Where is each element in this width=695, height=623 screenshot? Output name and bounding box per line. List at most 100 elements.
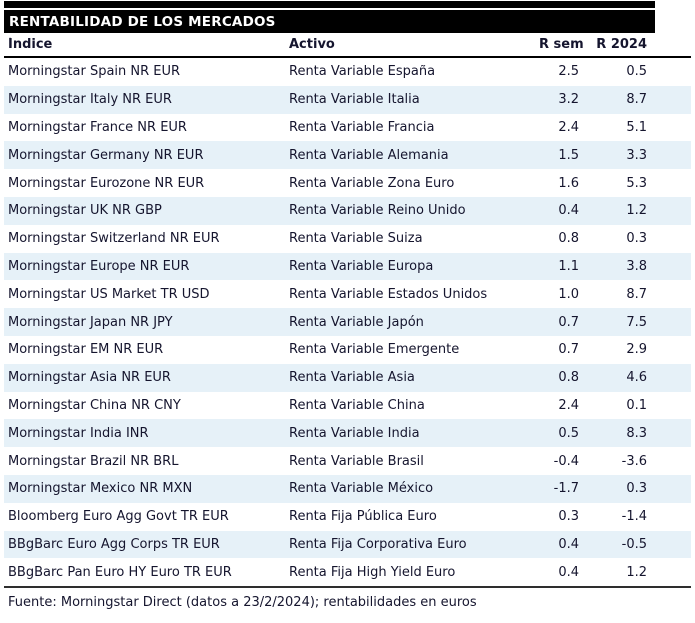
cell-r-2024: 8.3 <box>626 425 647 441</box>
cell-r-2024: 0.1 <box>626 397 647 413</box>
cell-r-sem: -1.7 <box>553 481 579 497</box>
cell-r-sem: 0.8 <box>558 231 579 247</box>
cell-activo: Renta Variable Suiza <box>289 231 423 247</box>
bottom-rule <box>4 586 691 589</box>
cell-indice: Morningstar China NR CNY <box>8 397 181 413</box>
cell-indice: Morningstar Asia NR EUR <box>8 370 171 386</box>
cell-r-sem: 0.4 <box>558 203 579 219</box>
table-row: Morningstar Eurozone NR EUR Renta Variab… <box>4 169 691 197</box>
cell-activo: Renta Variable Brasil <box>289 453 424 469</box>
table-row: Morningstar Europe NR EUR Renta Variable… <box>4 252 691 281</box>
cell-indice: Morningstar EM NR EUR <box>8 342 164 358</box>
cell-r-2024: 1.2 <box>626 203 647 219</box>
cell-r-sem: 0.8 <box>558 370 579 386</box>
cell-r-2024: 3.3 <box>626 147 647 163</box>
cell-r-2024: -3.6 <box>621 453 647 469</box>
cell-indice: Morningstar Mexico NR MXN <box>8 481 193 497</box>
cell-r-sem: 1.0 <box>558 286 579 302</box>
cell-r-sem: 2.4 <box>558 397 579 413</box>
cell-r-2024: 0.3 <box>626 481 647 497</box>
cell-r-2024: 8.7 <box>626 286 647 302</box>
table-row: BBgBarc Euro Agg Corps TR EUR Renta Fija… <box>4 530 691 559</box>
cell-r-sem: 2.5 <box>558 64 579 80</box>
table-row: Morningstar Italy NR EUR Renta Variable … <box>4 85 691 114</box>
table-row: Morningstar China NR CNY Renta Variable … <box>4 392 691 420</box>
table-title: RENTABILIDAD DE LOS MERCADOS <box>9 13 276 30</box>
cell-r-sem: -0.4 <box>553 453 579 469</box>
cell-r-2024: 2.9 <box>626 342 647 358</box>
table-title-bar: RENTABILIDAD DE LOS MERCADOS <box>4 10 655 33</box>
cell-r-sem: 1.6 <box>558 175 579 191</box>
cell-indice: Morningstar France NR EUR <box>8 119 187 135</box>
cell-r-2024: 0.3 <box>626 231 647 247</box>
source-note: Fuente: Morningstar Direct (datos a 23/2… <box>8 595 477 611</box>
table-row: Morningstar Asia NR EUR Renta Variable A… <box>4 363 691 392</box>
cell-indice: BBgBarc Pan Euro HY Euro TR EUR <box>8 564 232 580</box>
cell-activo: Renta Variable China <box>289 397 425 413</box>
table-row: Morningstar Spain NR EUR Renta Variable … <box>4 58 691 86</box>
cell-indice: Morningstar US Market TR USD <box>8 286 210 302</box>
table-row: Morningstar UK NR GBP Renta Variable Rei… <box>4 196 691 225</box>
cell-r-2024: 0.5 <box>626 64 647 80</box>
cell-activo: Renta Fija High Yield Euro <box>289 564 456 580</box>
cell-r-sem: 0.7 <box>558 342 579 358</box>
table-row: Morningstar Brazil NR BRL Renta Variable… <box>4 447 691 475</box>
column-header-indice: Índice <box>8 37 53 52</box>
cell-activo: Renta Variable Alemania <box>289 147 449 163</box>
table-header-row: Índice Activo R sem R 2024 <box>4 33 691 58</box>
column-header-r-2024: R 2024 <box>596 37 647 52</box>
cell-r-sem: 3.2 <box>558 92 579 108</box>
cell-activo: Renta Fija Corporativa Euro <box>289 536 467 552</box>
cell-activo: Renta Variable Estados Unidos <box>289 286 488 302</box>
cell-indice: Morningstar Germany NR EUR <box>8 147 204 163</box>
cell-indice: Morningstar India INR <box>8 425 149 441</box>
cell-indice: Morningstar Europe NR EUR <box>8 258 190 274</box>
cell-activo: Renta Variable Italia <box>289 92 420 108</box>
cell-activo: Renta Variable Japón <box>289 314 424 330</box>
cell-activo: Renta Variable Emergente <box>289 342 460 358</box>
cell-indice: Morningstar Eurozone NR EUR <box>8 175 205 191</box>
cell-r-2024: -0.5 <box>621 536 647 552</box>
cell-activo: Renta Variable Francia <box>289 119 435 135</box>
table-row: Morningstar Switzerland NR EUR Renta Var… <box>4 225 691 253</box>
cell-indice: Morningstar Japan NR JPY <box>8 314 173 330</box>
cell-r-sem: 1.1 <box>558 258 579 274</box>
cell-r-sem: 0.5 <box>558 425 579 441</box>
cell-r-sem: 2.4 <box>558 119 579 135</box>
cell-indice: Morningstar Switzerland NR EUR <box>8 231 220 247</box>
cell-activo: Renta Variable India <box>289 425 420 441</box>
cell-activo: Renta Fija Pública Euro <box>289 509 437 525</box>
column-header-activo: Activo <box>289 37 335 52</box>
cell-activo: Renta Variable Asia <box>289 370 415 386</box>
cell-r-2024: 8.7 <box>626 92 647 108</box>
table-row: Morningstar EM NR EUR Renta Variable Eme… <box>4 336 691 364</box>
table-row: Morningstar India INR Renta Variable Ind… <box>4 419 691 448</box>
cell-indice: Morningstar UK NR GBP <box>8 203 162 219</box>
cell-r-sem: 0.4 <box>558 536 579 552</box>
table-row: Morningstar US Market TR USD Renta Varia… <box>4 280 691 308</box>
cell-r-2024: 3.8 <box>626 258 647 274</box>
table-row: Morningstar Mexico NR MXN Renta Variable… <box>4 474 691 503</box>
cell-activo: Renta Variable España <box>289 64 436 80</box>
table-row: Morningstar Germany NR EUR Renta Variabl… <box>4 141 691 170</box>
table-row: Morningstar Japan NR JPY Renta Variable … <box>4 308 691 336</box>
cell-r-2024: -1.4 <box>621 509 647 525</box>
cell-r-2024: 7.5 <box>626 314 647 330</box>
column-header-r-sem: R sem <box>539 37 584 52</box>
cell-r-2024: 5.3 <box>626 175 647 191</box>
table-body: Morningstar Spain NR EUR Renta Variable … <box>4 58 691 586</box>
cell-indice: Bloomberg Euro Agg Govt TR EUR <box>8 509 229 525</box>
cell-activo: Renta Variable Reino Unido <box>289 203 466 219</box>
cell-r-sem: 0.7 <box>558 314 579 330</box>
cell-indice: BBgBarc Euro Agg Corps TR EUR <box>8 536 220 552</box>
cell-activo: Renta Variable México <box>289 481 434 497</box>
top-rule <box>4 1 655 8</box>
cell-indice: Morningstar Brazil NR BRL <box>8 453 179 469</box>
markets-returns-report: RENTABILIDAD DE LOS MERCADOS Índice Acti… <box>4 1 691 611</box>
cell-indice: Morningstar Spain NR EUR <box>8 64 181 80</box>
cell-indice: Morningstar Italy NR EUR <box>8 92 172 108</box>
table-row: Morningstar France NR EUR Renta Variable… <box>4 114 691 142</box>
cell-r-2024: 4.6 <box>626 370 647 386</box>
cell-r-2024: 1.2 <box>626 564 647 580</box>
cell-r-sem: 0.4 <box>558 564 579 580</box>
